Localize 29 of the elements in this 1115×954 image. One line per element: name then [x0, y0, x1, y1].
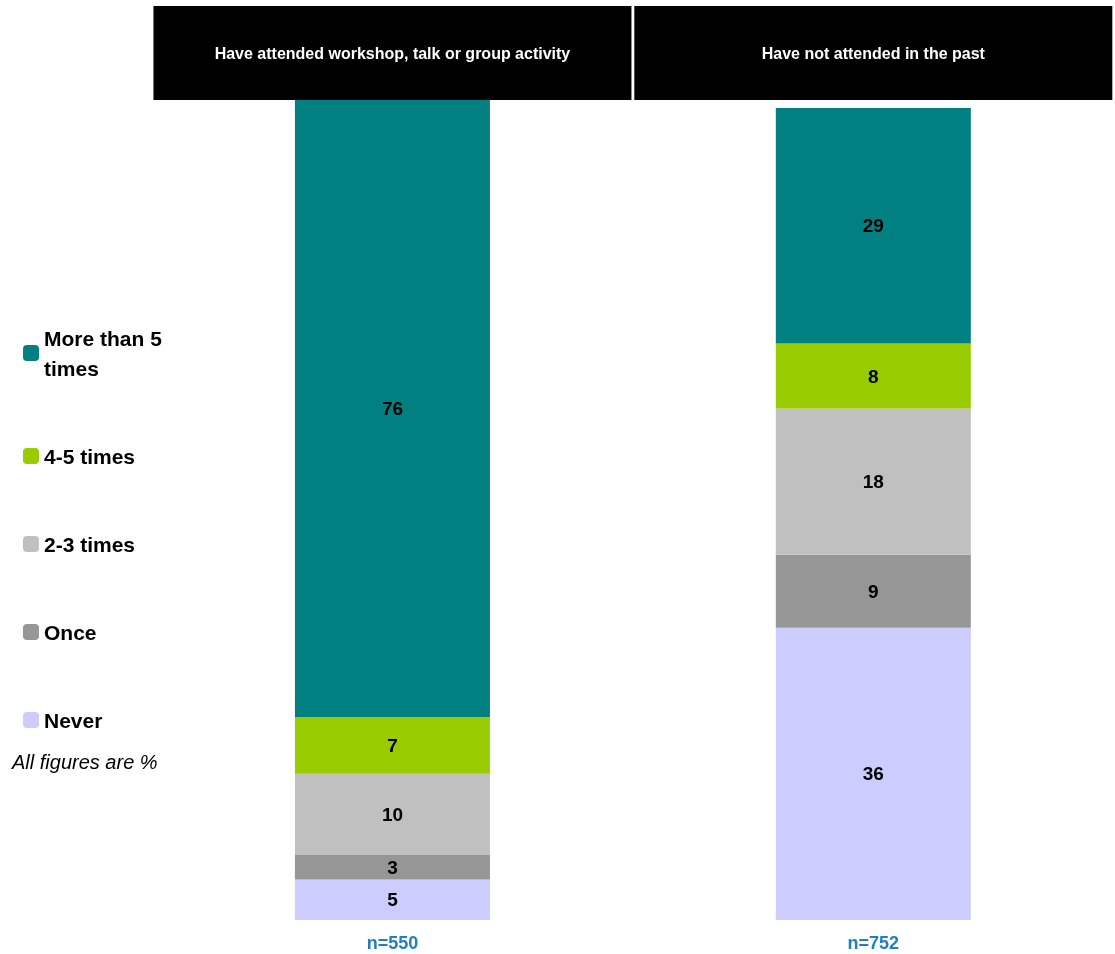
data-label: 18 [862, 471, 884, 493]
bar [775, 408, 971, 555]
bar [294, 879, 490, 920]
legend-label: Never [44, 708, 103, 732]
text: n=752 [847, 933, 900, 953]
data-label: 36 [862, 763, 884, 785]
bar [775, 554, 971, 628]
legend-label: 2-3 times [44, 532, 136, 556]
data-label: 76 [381, 398, 404, 420]
legend-label: Once [44, 620, 97, 644]
legend-label: More than 5 times [44, 326, 168, 380]
legend-label: 4-5 times [44, 444, 136, 468]
data-label: 3 [387, 856, 398, 878]
x-tick-label: Have not attended in the past [761, 44, 986, 62]
data-label: 29 [862, 215, 884, 237]
annotation: All figures are % [11, 751, 158, 773]
text: n=550 [366, 933, 419, 953]
data-label: 9 [868, 580, 879, 602]
data-label: 7 [387, 734, 398, 756]
bar [294, 773, 490, 856]
bar [775, 627, 971, 920]
bar [294, 717, 490, 774]
bar [775, 108, 971, 344]
data-label: 5 [387, 889, 399, 911]
x-tick-label: Have attended workshop, talk or group activity [214, 44, 571, 62]
data-label: 8 [868, 365, 879, 387]
bar [775, 343, 971, 409]
data-label: 10 [381, 803, 404, 825]
bar [294, 855, 490, 880]
